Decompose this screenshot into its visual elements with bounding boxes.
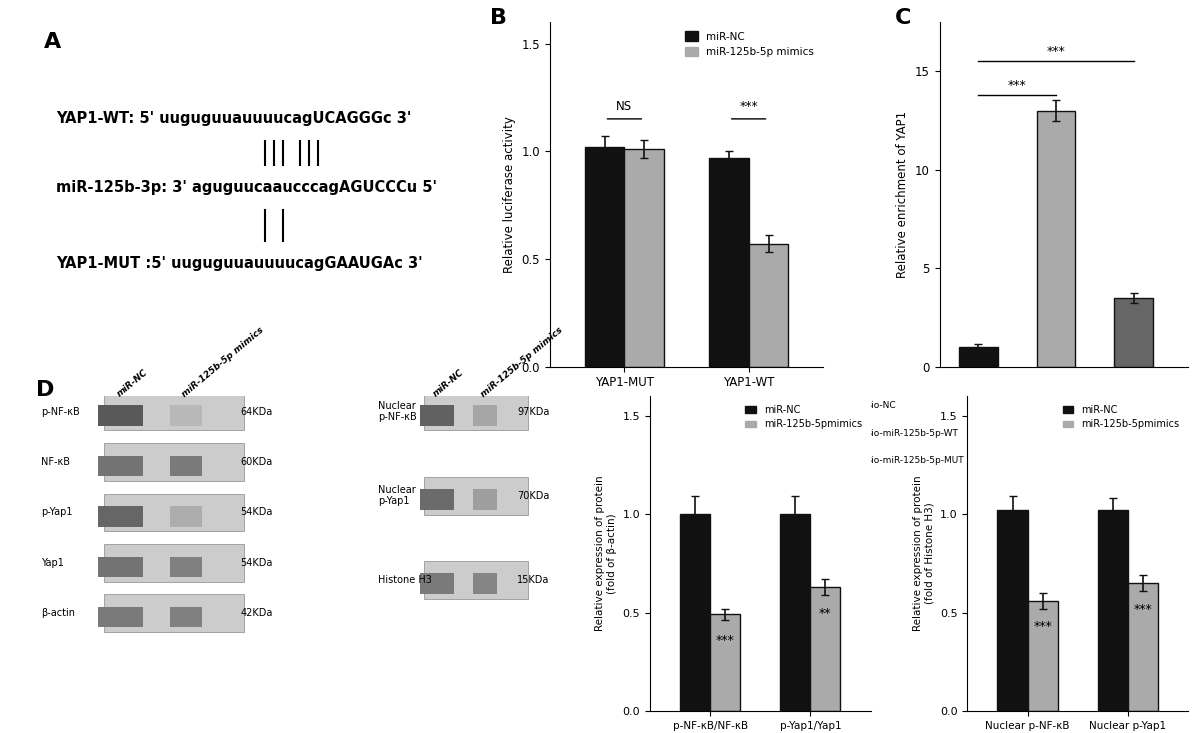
Text: 60KDa: 60KDa bbox=[240, 457, 272, 467]
Text: -: - bbox=[1054, 441, 1058, 452]
Bar bbox=[1027, 601, 1057, 711]
Text: miR-125b-5p mimics: miR-125b-5p mimics bbox=[480, 325, 565, 399]
Bar bbox=[103, 594, 244, 632]
Text: 97KDa: 97KDa bbox=[517, 407, 550, 416]
Bar bbox=[103, 493, 244, 531]
Text: Yap1: Yap1 bbox=[41, 558, 64, 568]
Text: B: B bbox=[490, 8, 506, 28]
Text: miR-NC: miR-NC bbox=[115, 368, 149, 399]
Text: NS: NS bbox=[617, 100, 632, 114]
Text: -: - bbox=[977, 441, 980, 452]
Text: +: + bbox=[973, 398, 983, 408]
Bar bbox=[98, 405, 143, 426]
Bar bbox=[170, 405, 202, 426]
Bar bbox=[98, 607, 143, 627]
Bar bbox=[170, 556, 202, 577]
Text: Bio-NC: Bio-NC bbox=[865, 401, 895, 410]
Text: -: - bbox=[977, 420, 980, 430]
Text: YAP1-WT: 5' uuguguuauuuucagUCAGGGc 3': YAP1-WT: 5' uuguguuauuuucagUCAGGGc 3' bbox=[56, 111, 412, 126]
Text: Bio-miR-125b-5p-MUT: Bio-miR-125b-5p-MUT bbox=[865, 456, 964, 465]
Bar bbox=[709, 158, 749, 366]
Bar bbox=[584, 147, 624, 366]
Bar bbox=[780, 514, 810, 711]
Text: ***: *** bbox=[739, 100, 758, 114]
Text: A: A bbox=[44, 32, 61, 52]
Text: Nuclear
p-NF-κB: Nuclear p-NF-κB bbox=[378, 401, 416, 422]
Text: Nuclear
p-Yap1: Nuclear p-Yap1 bbox=[378, 485, 416, 507]
Text: 54KDa: 54KDa bbox=[240, 558, 272, 568]
Text: +: + bbox=[1129, 441, 1139, 452]
Legend: miR-NC, miR-125b-5pmimics: miR-NC, miR-125b-5pmimics bbox=[742, 401, 865, 433]
Text: -: - bbox=[1132, 398, 1135, 408]
Bar bbox=[103, 393, 244, 430]
Bar bbox=[624, 149, 664, 366]
Bar bbox=[749, 244, 788, 366]
Text: C: C bbox=[895, 8, 911, 28]
Bar bbox=[425, 561, 528, 599]
Text: NF-κB: NF-κB bbox=[41, 457, 70, 467]
Text: miR-NC: miR-NC bbox=[431, 368, 466, 399]
Text: D: D bbox=[36, 380, 54, 400]
Bar bbox=[103, 544, 244, 582]
Bar bbox=[103, 443, 244, 481]
Text: ***: *** bbox=[1046, 45, 1066, 59]
Bar bbox=[997, 510, 1027, 711]
Text: ***: *** bbox=[1134, 603, 1152, 616]
Bar bbox=[474, 573, 497, 594]
Text: -: - bbox=[1054, 398, 1058, 408]
Bar bbox=[425, 393, 528, 430]
Bar bbox=[170, 607, 202, 627]
Bar bbox=[1128, 583, 1158, 711]
Bar bbox=[425, 476, 528, 515]
Bar bbox=[810, 587, 840, 711]
Y-axis label: Relative luciferase activity: Relative luciferase activity bbox=[503, 116, 516, 273]
Text: miR-125b-5p mimics: miR-125b-5p mimics bbox=[180, 325, 265, 399]
Bar bbox=[420, 573, 454, 594]
Text: 64KDa: 64KDa bbox=[240, 407, 272, 416]
Text: Bio-miR-125b-5p-WT: Bio-miR-125b-5p-WT bbox=[865, 429, 958, 438]
Bar bbox=[1037, 111, 1075, 366]
Bar bbox=[98, 556, 143, 577]
Y-axis label: Relative expression of protein
(fold of Histone H3): Relative expression of protein (fold of … bbox=[913, 476, 935, 631]
Bar bbox=[959, 347, 998, 366]
Text: 15KDa: 15KDa bbox=[517, 575, 550, 585]
Bar bbox=[98, 506, 143, 526]
Bar bbox=[1115, 298, 1153, 366]
Legend: miR-NC, miR-125b-5p mimics: miR-NC, miR-125b-5p mimics bbox=[680, 27, 818, 61]
Bar bbox=[710, 614, 740, 711]
Text: p-NF-κB: p-NF-κB bbox=[41, 407, 79, 416]
Bar bbox=[420, 490, 454, 510]
Text: ***: *** bbox=[715, 634, 734, 647]
Bar bbox=[680, 514, 710, 711]
Bar bbox=[170, 506, 202, 526]
Text: +: + bbox=[1051, 420, 1061, 430]
Text: 54KDa: 54KDa bbox=[240, 507, 272, 517]
Text: 42KDa: 42KDa bbox=[240, 608, 272, 619]
Text: β-actin: β-actin bbox=[41, 608, 74, 619]
Legend: miR-NC, miR-125b-5pmimics: miR-NC, miR-125b-5pmimics bbox=[1058, 401, 1183, 433]
Text: -: - bbox=[1132, 420, 1135, 430]
Text: miR-125b-3p: 3' aguguucaaucccagAGUCCCu 5': miR-125b-3p: 3' aguguucaaucccagAGUCCCu 5… bbox=[56, 180, 437, 195]
Text: **: ** bbox=[820, 607, 832, 619]
Text: Histone H3: Histone H3 bbox=[378, 575, 432, 585]
Text: 70KDa: 70KDa bbox=[517, 490, 550, 501]
Bar bbox=[98, 456, 143, 476]
Text: ***: *** bbox=[1033, 620, 1052, 633]
Y-axis label: Relative expression of protein
(fold of β-actin): Relative expression of protein (fold of … bbox=[595, 476, 617, 631]
Bar bbox=[420, 405, 454, 426]
Text: p-Yap1: p-Yap1 bbox=[41, 507, 72, 517]
Bar bbox=[474, 490, 497, 510]
Bar bbox=[170, 456, 202, 476]
Y-axis label: Relative enrichment of YAP1: Relative enrichment of YAP1 bbox=[896, 111, 910, 278]
Bar bbox=[474, 405, 497, 426]
Text: YAP1-MUT :5' uuguguuauuuucagGAAUGAc 3': YAP1-MUT :5' uuguguuauuuucagGAAUGAc 3' bbox=[56, 256, 422, 270]
Text: ***: *** bbox=[1008, 79, 1026, 92]
Bar bbox=[1098, 510, 1128, 711]
